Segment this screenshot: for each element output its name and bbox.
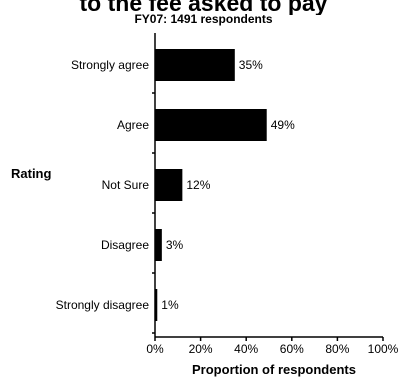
- chart-subtitle: FY07: 1491 respondents: [134, 12, 273, 26]
- bar-strongly-disagree: [155, 289, 158, 321]
- chart-title: to the fee asked to pay: [79, 0, 328, 15]
- category-label-disagree: Disagree: [101, 238, 149, 252]
- title-clip: to the fee asked to pay: [0, 0, 407, 15]
- x-tick-label-60: 60%: [280, 342, 304, 356]
- value-label-strongly-agree: 35%: [239, 58, 263, 72]
- x-tick-label-100: 100%: [368, 342, 399, 356]
- value-label-not-sure: 12%: [186, 178, 210, 192]
- value-label-strongly-disagree: 1%: [161, 298, 179, 312]
- x-tick-label-20: 20%: [189, 342, 213, 356]
- x-tick-label-40: 40%: [234, 342, 258, 356]
- x-axis-title: Proportion of respondents: [192, 362, 356, 377]
- chart-marks: Strongly agree 35% Agree 49% Not Sure 12% Disa…: [56, 49, 399, 356]
- bar-not-sure: [155, 169, 183, 201]
- x-tick-label-0: 0%: [146, 342, 164, 356]
- x-tick-label-80: 80%: [325, 342, 349, 356]
- bar-strongly-agree: [155, 49, 235, 81]
- bar-agree: [155, 109, 267, 141]
- category-label-agree: Agree: [117, 118, 149, 132]
- y-axis-title: Rating: [11, 166, 52, 181]
- value-label-disagree: 3%: [166, 238, 184, 252]
- category-label-strongly-disagree: Strongly disagree: [56, 298, 150, 312]
- category-label-strongly-agree: Strongly agree: [71, 58, 149, 72]
- bar-disagree: [155, 229, 162, 261]
- value-label-agree: 49%: [271, 118, 295, 132]
- category-label-not-sure: Not Sure: [102, 178, 150, 192]
